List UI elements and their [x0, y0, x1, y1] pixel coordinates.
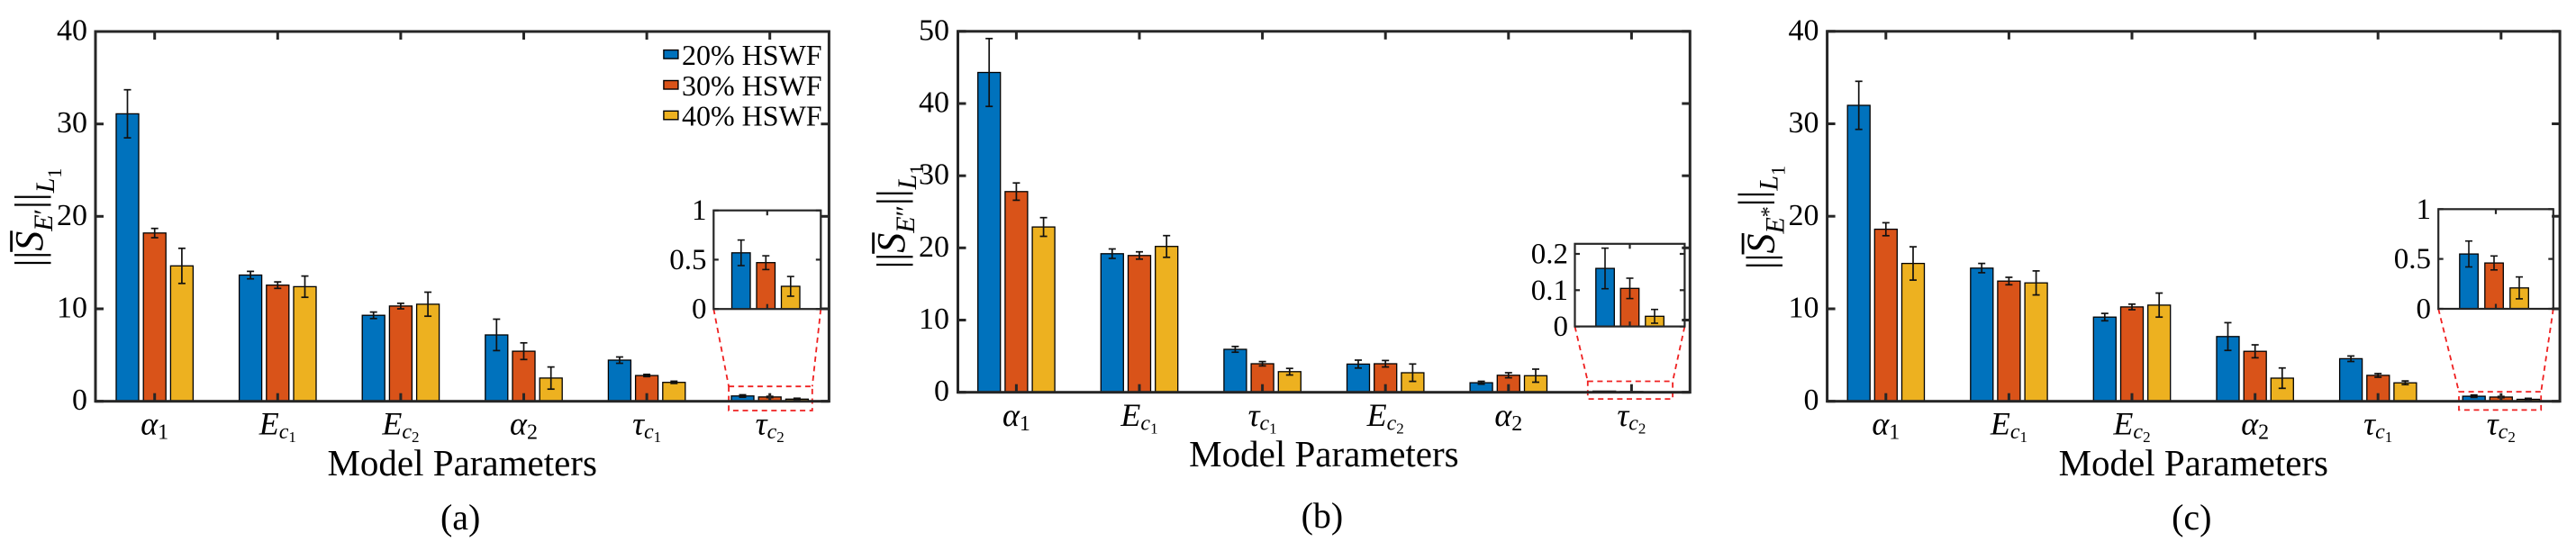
svg-text:Ec2: Ec2: [1366, 397, 1404, 438]
svg-text:40% HSWF: 40% HSWF: [682, 100, 822, 132]
svg-text:20: 20: [57, 199, 87, 232]
svg-text:40: 40: [919, 86, 949, 120]
svg-text:0: 0: [1554, 311, 1569, 343]
svg-text:α1: α1: [1872, 406, 1900, 445]
svg-text:(a): (a): [440, 497, 480, 537]
svg-text:Ec1: Ec1: [1120, 397, 1157, 438]
svg-text:||SE′||L1: ||SE′||L1: [7, 168, 66, 267]
svg-text:(c): (c): [2172, 497, 2211, 537]
svg-text:τc2: τc2: [2487, 406, 2516, 447]
svg-text:20: 20: [1789, 199, 1819, 232]
svg-text:Model Parameters: Model Parameters: [327, 442, 596, 483]
svg-text:0: 0: [934, 375, 949, 408]
svg-text:||SE*||L1: ||SE*||L1: [1731, 166, 1791, 269]
svg-text:50: 50: [919, 14, 949, 47]
svg-text:0: 0: [2417, 294, 2432, 326]
svg-text:Ec1: Ec1: [259, 406, 296, 447]
svg-text:1: 1: [2417, 194, 2432, 226]
svg-text:α1: α1: [1002, 397, 1030, 436]
svg-text:α1: α1: [141, 406, 168, 445]
svg-text:0: 0: [1804, 384, 1819, 417]
svg-text:0.2: 0.2: [1531, 239, 1568, 271]
svg-text:α2: α2: [2241, 406, 2269, 445]
svg-text:0: 0: [72, 384, 87, 417]
svg-text:τc2: τc2: [1617, 397, 1646, 438]
svg-text:30: 30: [919, 158, 949, 192]
svg-text:Ec2: Ec2: [2112, 406, 2150, 447]
svg-text:τc2: τc2: [756, 406, 785, 447]
svg-text:30: 30: [57, 106, 87, 140]
svg-text:1: 1: [692, 194, 707, 227]
svg-text:τc1: τc1: [2363, 406, 2392, 447]
svg-text:α2: α2: [1494, 397, 1522, 436]
svg-text:Model Parameters: Model Parameters: [1189, 433, 1458, 474]
svg-text:10: 10: [919, 303, 949, 336]
svg-text:20: 20: [919, 230, 949, 264]
svg-text:0.1: 0.1: [1531, 275, 1568, 307]
svg-text:20% HSWF: 20% HSWF: [682, 39, 822, 71]
svg-text:Ec2: Ec2: [381, 406, 419, 447]
svg-text:30% HSWF: 30% HSWF: [682, 69, 822, 102]
svg-text:τc1: τc1: [632, 406, 661, 447]
svg-text:α2: α2: [510, 406, 538, 445]
svg-text:40: 40: [57, 14, 87, 48]
svg-text:Model Parameters: Model Parameters: [2059, 442, 2328, 483]
svg-text:0.5: 0.5: [669, 244, 706, 276]
svg-text:0: 0: [692, 294, 707, 326]
svg-text:||SE″||L1: ||SE″||L1: [869, 165, 928, 269]
svg-text:10: 10: [57, 292, 87, 325]
svg-text:40: 40: [1789, 14, 1819, 47]
svg-text:(b): (b): [1302, 495, 1344, 536]
svg-text:τc1: τc1: [1248, 397, 1277, 438]
svg-text:10: 10: [1789, 292, 1819, 325]
svg-text:Ec1: Ec1: [1990, 406, 2027, 447]
svg-text:0.5: 0.5: [2394, 243, 2431, 276]
svg-text:30: 30: [1789, 106, 1819, 140]
